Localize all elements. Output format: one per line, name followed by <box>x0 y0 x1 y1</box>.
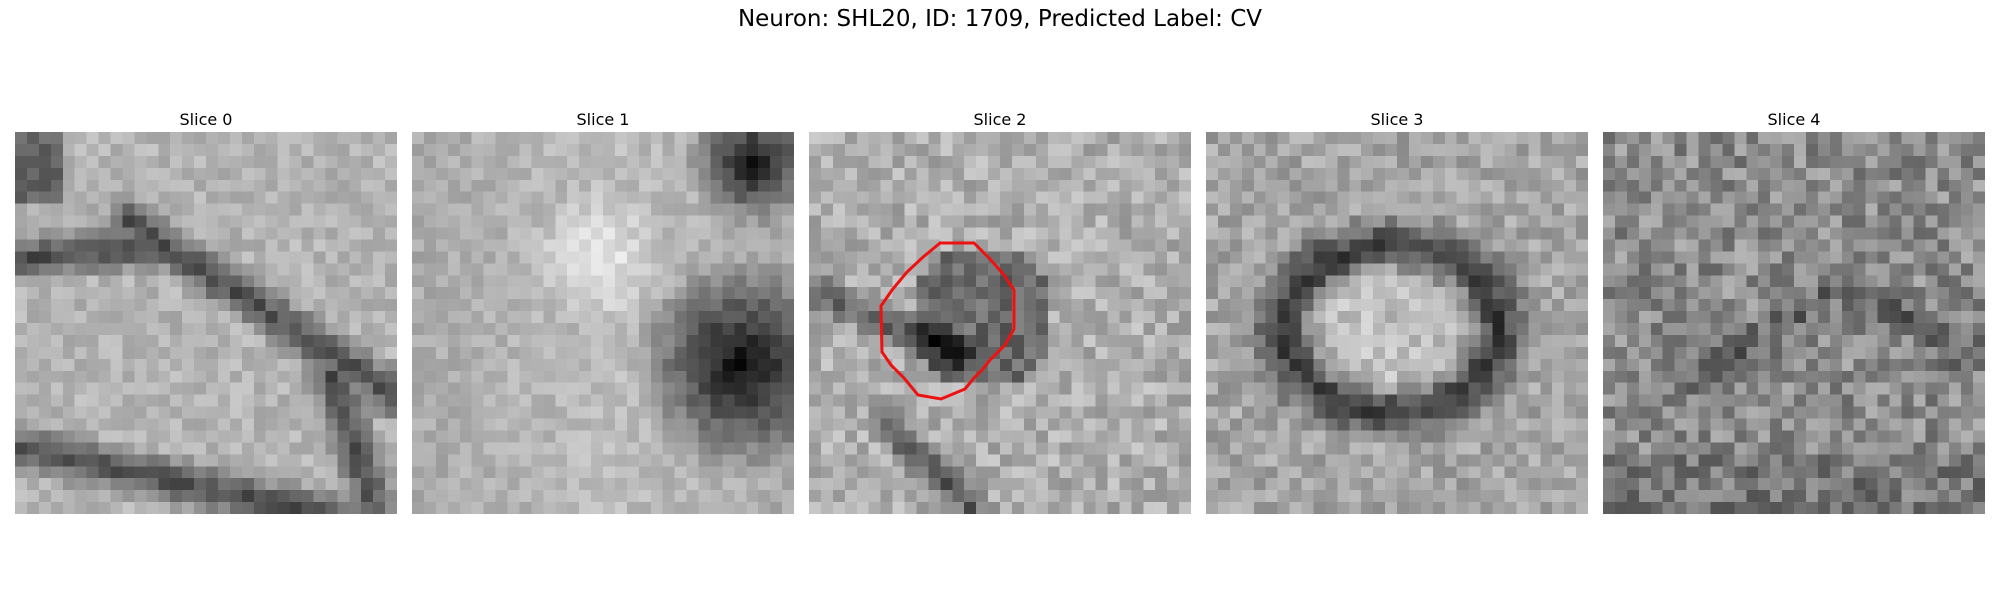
slice-title-2: Slice 2 <box>973 110 1027 129</box>
slice-title-4: Slice 4 <box>1767 110 1821 129</box>
slice-panel-0: Slice 0 <box>15 108 397 514</box>
slice-title-1: Slice 1 <box>576 110 630 129</box>
slice-image-2 <box>809 132 1191 514</box>
slice-image-0 <box>15 132 397 514</box>
slice-panel-4: Slice 4 <box>1603 108 1985 514</box>
figure-title: Neuron: SHL20, ID: 1709, Predicted Label… <box>737 6 1263 32</box>
slice-title-3: Slice 3 <box>1370 110 1424 129</box>
slice-image-4 <box>1603 132 1985 514</box>
slice-panel-1: Slice 1 <box>412 108 794 514</box>
slice-panel-3: Slice 3 <box>1206 108 1588 514</box>
slice-title-0: Slice 0 <box>179 110 233 129</box>
slice-panel-2: Slice 2 <box>809 108 1191 514</box>
slice-image-1 <box>412 132 794 514</box>
slice-image-3 <box>1206 132 1588 514</box>
